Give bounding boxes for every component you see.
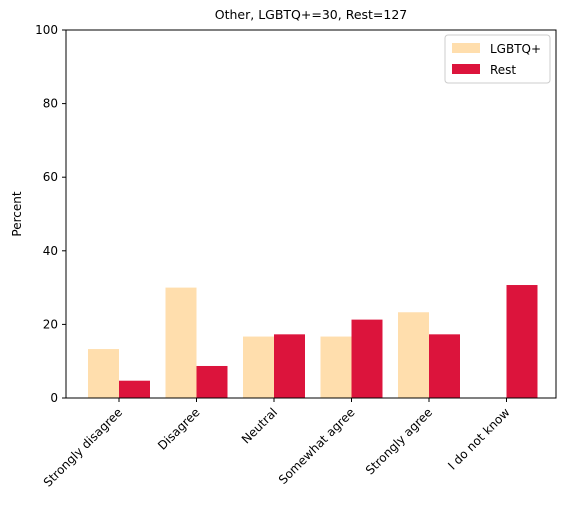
- y-tick-label-2: 40: [43, 244, 58, 258]
- legend-swatch-1: [452, 64, 480, 74]
- x-tick-label-3: Somewhat agree: [276, 405, 358, 487]
- bar-lgbtq--4: [398, 312, 429, 398]
- bar-lgbtq--3: [320, 336, 352, 398]
- chart-title: Other, LGBTQ+=30, Rest=127: [215, 7, 408, 22]
- legend: LGBTQ+ Rest: [444, 34, 551, 84]
- plot-frame: [65, 29, 557, 399]
- bar-rest-3: [351, 319, 383, 398]
- bar-lgbtq--0: [88, 349, 119, 398]
- y-tick-label-5: 100: [35, 23, 58, 37]
- x-tick-label-5: I do not know: [445, 405, 513, 473]
- bar-rest-0: [119, 380, 150, 398]
- bar-lgbtq--2: [243, 336, 274, 398]
- legend-label-0: LGBTQ+: [490, 42, 541, 56]
- y-tick-label-3: 60: [43, 170, 58, 184]
- y-tick-label-1: 20: [43, 317, 58, 331]
- x-tick-label-4: Strongly agree: [363, 405, 435, 477]
- bar-rest-1: [196, 365, 228, 398]
- y-axis-label: Percent: [10, 191, 24, 236]
- ticks-group: 0 20 40 60 80 100 Strongly disagree Disagree Neu…: [35, 23, 513, 490]
- bar-rest-5: [506, 285, 538, 398]
- x-tick-label-0: Strongly disagree: [41, 405, 125, 489]
- x-tick-label-1: Disagree: [155, 405, 203, 453]
- legend-label-1: Rest: [490, 63, 516, 77]
- y-tick-label-4: 80: [43, 97, 58, 111]
- legend-swatch-0: [452, 43, 480, 53]
- x-tick-label-2: Neutral: [239, 405, 280, 446]
- bar-rest-4: [429, 334, 460, 398]
- y-tick-label-0: 0: [50, 391, 58, 405]
- bars-group: [88, 285, 538, 398]
- bar-lgbtq--1: [165, 287, 197, 398]
- bar-rest-2: [274, 334, 305, 398]
